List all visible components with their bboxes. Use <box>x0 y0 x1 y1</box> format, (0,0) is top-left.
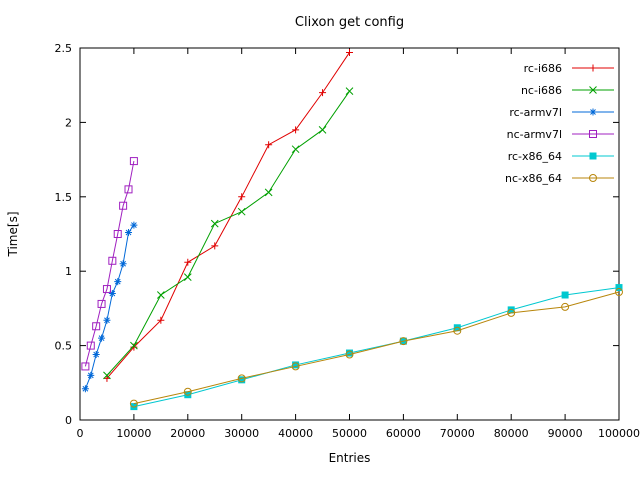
marker-nc-x86_64 <box>237 374 246 383</box>
marker-nc-armv7l <box>86 341 95 350</box>
marker-rc-i686 <box>292 126 300 134</box>
marker-nc-i686 <box>345 87 354 96</box>
marker-nc-armv7l <box>92 322 101 331</box>
chart-title: Clixon get config <box>295 15 404 30</box>
marker-nc-i686 <box>156 291 165 299</box>
marker-rc-x86_64 <box>561 291 569 299</box>
marker-nc-x86_64 <box>561 302 570 311</box>
series-line-rc-x86_64 <box>133 287 620 408</box>
marker-nc-x86_64 <box>345 350 354 359</box>
series-line-nc-armv7l <box>84 160 135 367</box>
legend-marker-nc-i686 <box>589 86 597 94</box>
y-axis-label: Time[s] <box>6 212 20 258</box>
legend-marker-nc-armv7l <box>589 130 597 138</box>
marker-nc-x86_64 <box>399 337 408 346</box>
marker-nc-armv7l <box>97 299 106 308</box>
x-tick-label: 100000 <box>598 427 640 440</box>
marker-nc-x86_64 <box>291 362 300 371</box>
marker-rc-i686 <box>319 89 327 97</box>
marker-rc-armv7l <box>92 351 100 359</box>
y-tick-label: 2.5 <box>55 42 73 55</box>
x-axis-label: Entries <box>329 451 371 465</box>
legend-label-rc-armv7l: rc-armv7l <box>509 106 562 119</box>
series-line-rc-i686 <box>106 52 350 379</box>
marker-rc-armv7l <box>125 229 133 237</box>
marker-rc-x86_64 <box>453 324 461 332</box>
x-tick-label: 80000 <box>494 427 529 440</box>
x-tick-label: 20000 <box>170 427 205 440</box>
marker-rc-i686 <box>265 141 273 149</box>
x-tick-label: 50000 <box>332 427 367 440</box>
marker-rc-x86_64 <box>346 349 353 357</box>
marker-rc-armv7l <box>108 290 116 298</box>
marker-rc-i686 <box>346 48 353 56</box>
y-tick-label: 1.5 <box>55 191 73 204</box>
legend-label-nc-i686: nc-i686 <box>521 84 562 97</box>
legend-label-nc-armv7l: nc-armv7l <box>507 128 562 141</box>
legend-marker-rc-x86_64 <box>589 152 597 160</box>
marker-nc-armv7l <box>113 230 122 238</box>
marker-rc-armv7l <box>98 334 106 342</box>
marker-nc-x86_64 <box>129 399 138 408</box>
marker-nc-armv7l <box>119 201 128 210</box>
x-tick-label: 10000 <box>116 427 151 440</box>
marker-nc-x86_64 <box>453 326 462 335</box>
marker-rc-armv7l <box>81 385 89 393</box>
marker-rc-i686 <box>238 193 246 201</box>
marker-rc-x86_64 <box>238 376 246 384</box>
legend-marker-nc-x86_64 <box>589 174 597 182</box>
marker-nc-armv7l <box>108 256 117 265</box>
marker-rc-armv7l <box>103 316 111 324</box>
marker-rc-x86_64 <box>292 361 300 369</box>
marker-rc-armv7l <box>87 371 95 379</box>
legend-marker-rc-i686 <box>589 64 597 72</box>
legend-label-rc-i686: rc-i686 <box>524 62 562 75</box>
series-line-rc-armv7l <box>84 224 135 389</box>
marker-rc-i686 <box>157 316 165 324</box>
series-line-nc-i686 <box>106 90 350 376</box>
marker-nc-armv7l <box>124 185 133 194</box>
marker-nc-i686 <box>183 273 192 282</box>
y-tick-label: 2 <box>65 116 72 129</box>
marker-nc-armv7l <box>102 285 111 294</box>
marker-nc-x86_64 <box>615 288 623 297</box>
marker-nc-i686 <box>291 145 300 154</box>
marker-nc-x86_64 <box>183 387 192 396</box>
marker-nc-i686 <box>318 125 327 134</box>
x-tick-label: 0 <box>77 427 84 440</box>
marker-nc-i686 <box>130 341 138 350</box>
x-tick-label: 40000 <box>278 427 313 440</box>
series-line-nc-x86_64 <box>133 291 620 405</box>
marker-rc-i686 <box>211 242 219 250</box>
legend-label-rc-x86_64: rc-x86_64 <box>508 150 562 163</box>
marker-nc-i686 <box>264 188 273 197</box>
marker-rc-armv7l <box>114 278 122 286</box>
marker-rc-i686 <box>184 258 192 266</box>
marker-rc-x86_64 <box>507 306 515 314</box>
marker-rc-x86_64 <box>130 403 138 411</box>
marker-nc-i686 <box>210 219 219 228</box>
marker-rc-armv7l <box>119 260 127 268</box>
marker-nc-i686 <box>103 371 111 380</box>
legend-label-nc-x86_64: nc-x86_64 <box>505 172 562 185</box>
marker-nc-armv7l <box>129 157 138 166</box>
marker-nc-armv7l <box>81 362 90 371</box>
marker-rc-armv7l <box>130 221 138 229</box>
marker-rc-x86_64 <box>184 391 192 399</box>
marker-rc-x86_64 <box>615 284 623 292</box>
x-tick-label: 70000 <box>440 427 475 440</box>
y-tick-label: 1 <box>65 265 72 278</box>
x-tick-label: 90000 <box>548 427 583 440</box>
x-tick-label: 30000 <box>224 427 259 440</box>
marker-nc-i686 <box>237 207 246 216</box>
y-tick-label: 0.5 <box>55 340 73 353</box>
y-tick-label: 0 <box>65 414 72 427</box>
marker-nc-x86_64 <box>507 308 516 317</box>
legend-marker-rc-armv7l <box>589 108 597 116</box>
x-tick-label: 60000 <box>386 427 421 440</box>
